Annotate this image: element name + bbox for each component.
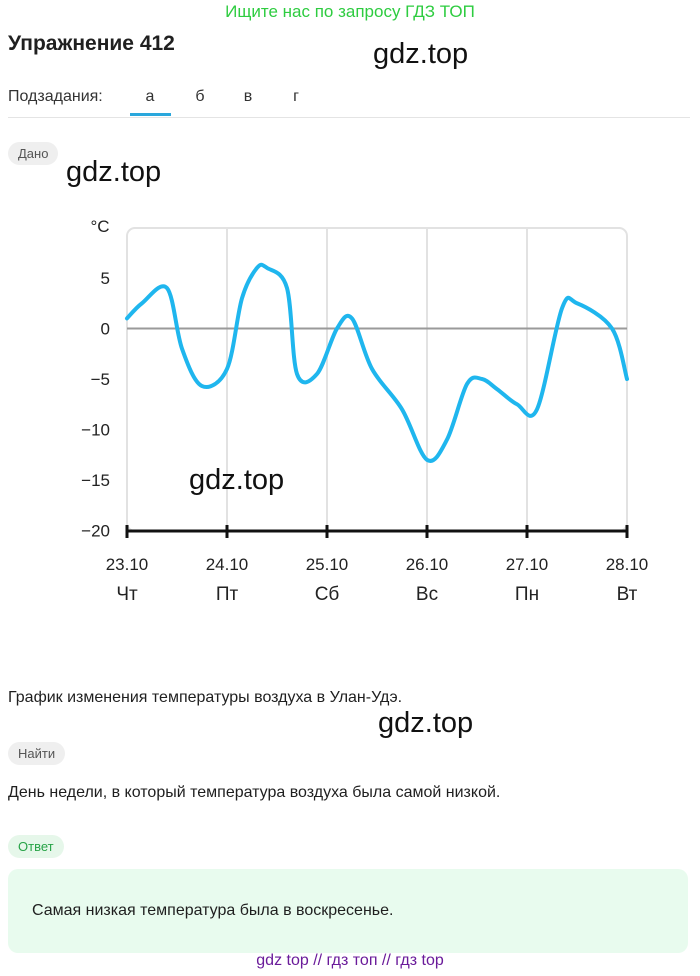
given-badge: Дано [8,142,59,165]
temperature-line [125,262,629,463]
subtasks-label: Подзадания: [8,88,103,105]
y-tick-label: −5 [91,370,110,389]
chart-axes: 5 0 −5 −10 −15 −20 23.10 Чт 24.10 Пт 25.10 Сб 26.10 В… [81,269,648,605]
x-tick-label: 24.10 [206,555,249,574]
x-weekday-label: Чт [116,584,138,605]
x-tick-label: 23.10 [106,555,149,574]
find-badge: Найти [8,742,66,765]
x-weekday-label: Пт [216,584,239,605]
x-tick-label: 25.10 [306,555,349,574]
x-tick-label: 27.10 [506,555,549,574]
given-caption: График изменения температуры воздуха в У… [8,689,403,706]
promo-banner[interactable]: Ищите нас по запросу ГДЗ ТОП [225,2,475,21]
tab-b[interactable]: б [195,88,205,105]
x-weekday-label: Пн [515,584,539,605]
divider [8,117,690,118]
x-weekday-label: Вт [617,584,638,605]
watermark: gdz.top [189,464,285,496]
footer-links[interactable]: gdz top // гдз топ // гдз top [256,952,444,969]
x-tick-label: 26.10 [406,555,449,574]
temperature-chart: 5 0 −5 −10 −15 −20 23.10 Чт 24.10 Пт 25.10 Сб 26.10 В… [81,217,648,605]
watermark: gdz.top [373,38,469,70]
x-weekday-label: Сб [315,584,340,605]
watermark: gdz.top [378,707,474,739]
tab-v[interactable]: в [243,88,253,105]
tab-a[interactable]: а [145,88,155,105]
y-tick-label: −15 [81,471,110,490]
y-tick-label: −20 [81,522,110,541]
x-tick-label: 28.10 [606,555,649,574]
y-tick-label: 5 [101,269,110,288]
y-axis-label: °C [90,217,109,236]
tab-g[interactable]: г [293,88,299,105]
watermark: gdz.top [66,156,162,188]
answer-badge: Ответ [8,835,64,858]
find-text: День недели, в который температура возду… [8,784,501,801]
answer-box [8,869,688,953]
chart-series [125,262,629,463]
y-tick-label: −10 [81,421,110,440]
x-weekday-label: Вс [416,584,438,605]
page-title: Упражнение 412 [8,32,175,55]
active-tab-indicator [130,113,171,116]
y-tick-label: 0 [101,320,110,339]
answer-text: Самая низкая температура была в воскресе… [32,902,394,919]
